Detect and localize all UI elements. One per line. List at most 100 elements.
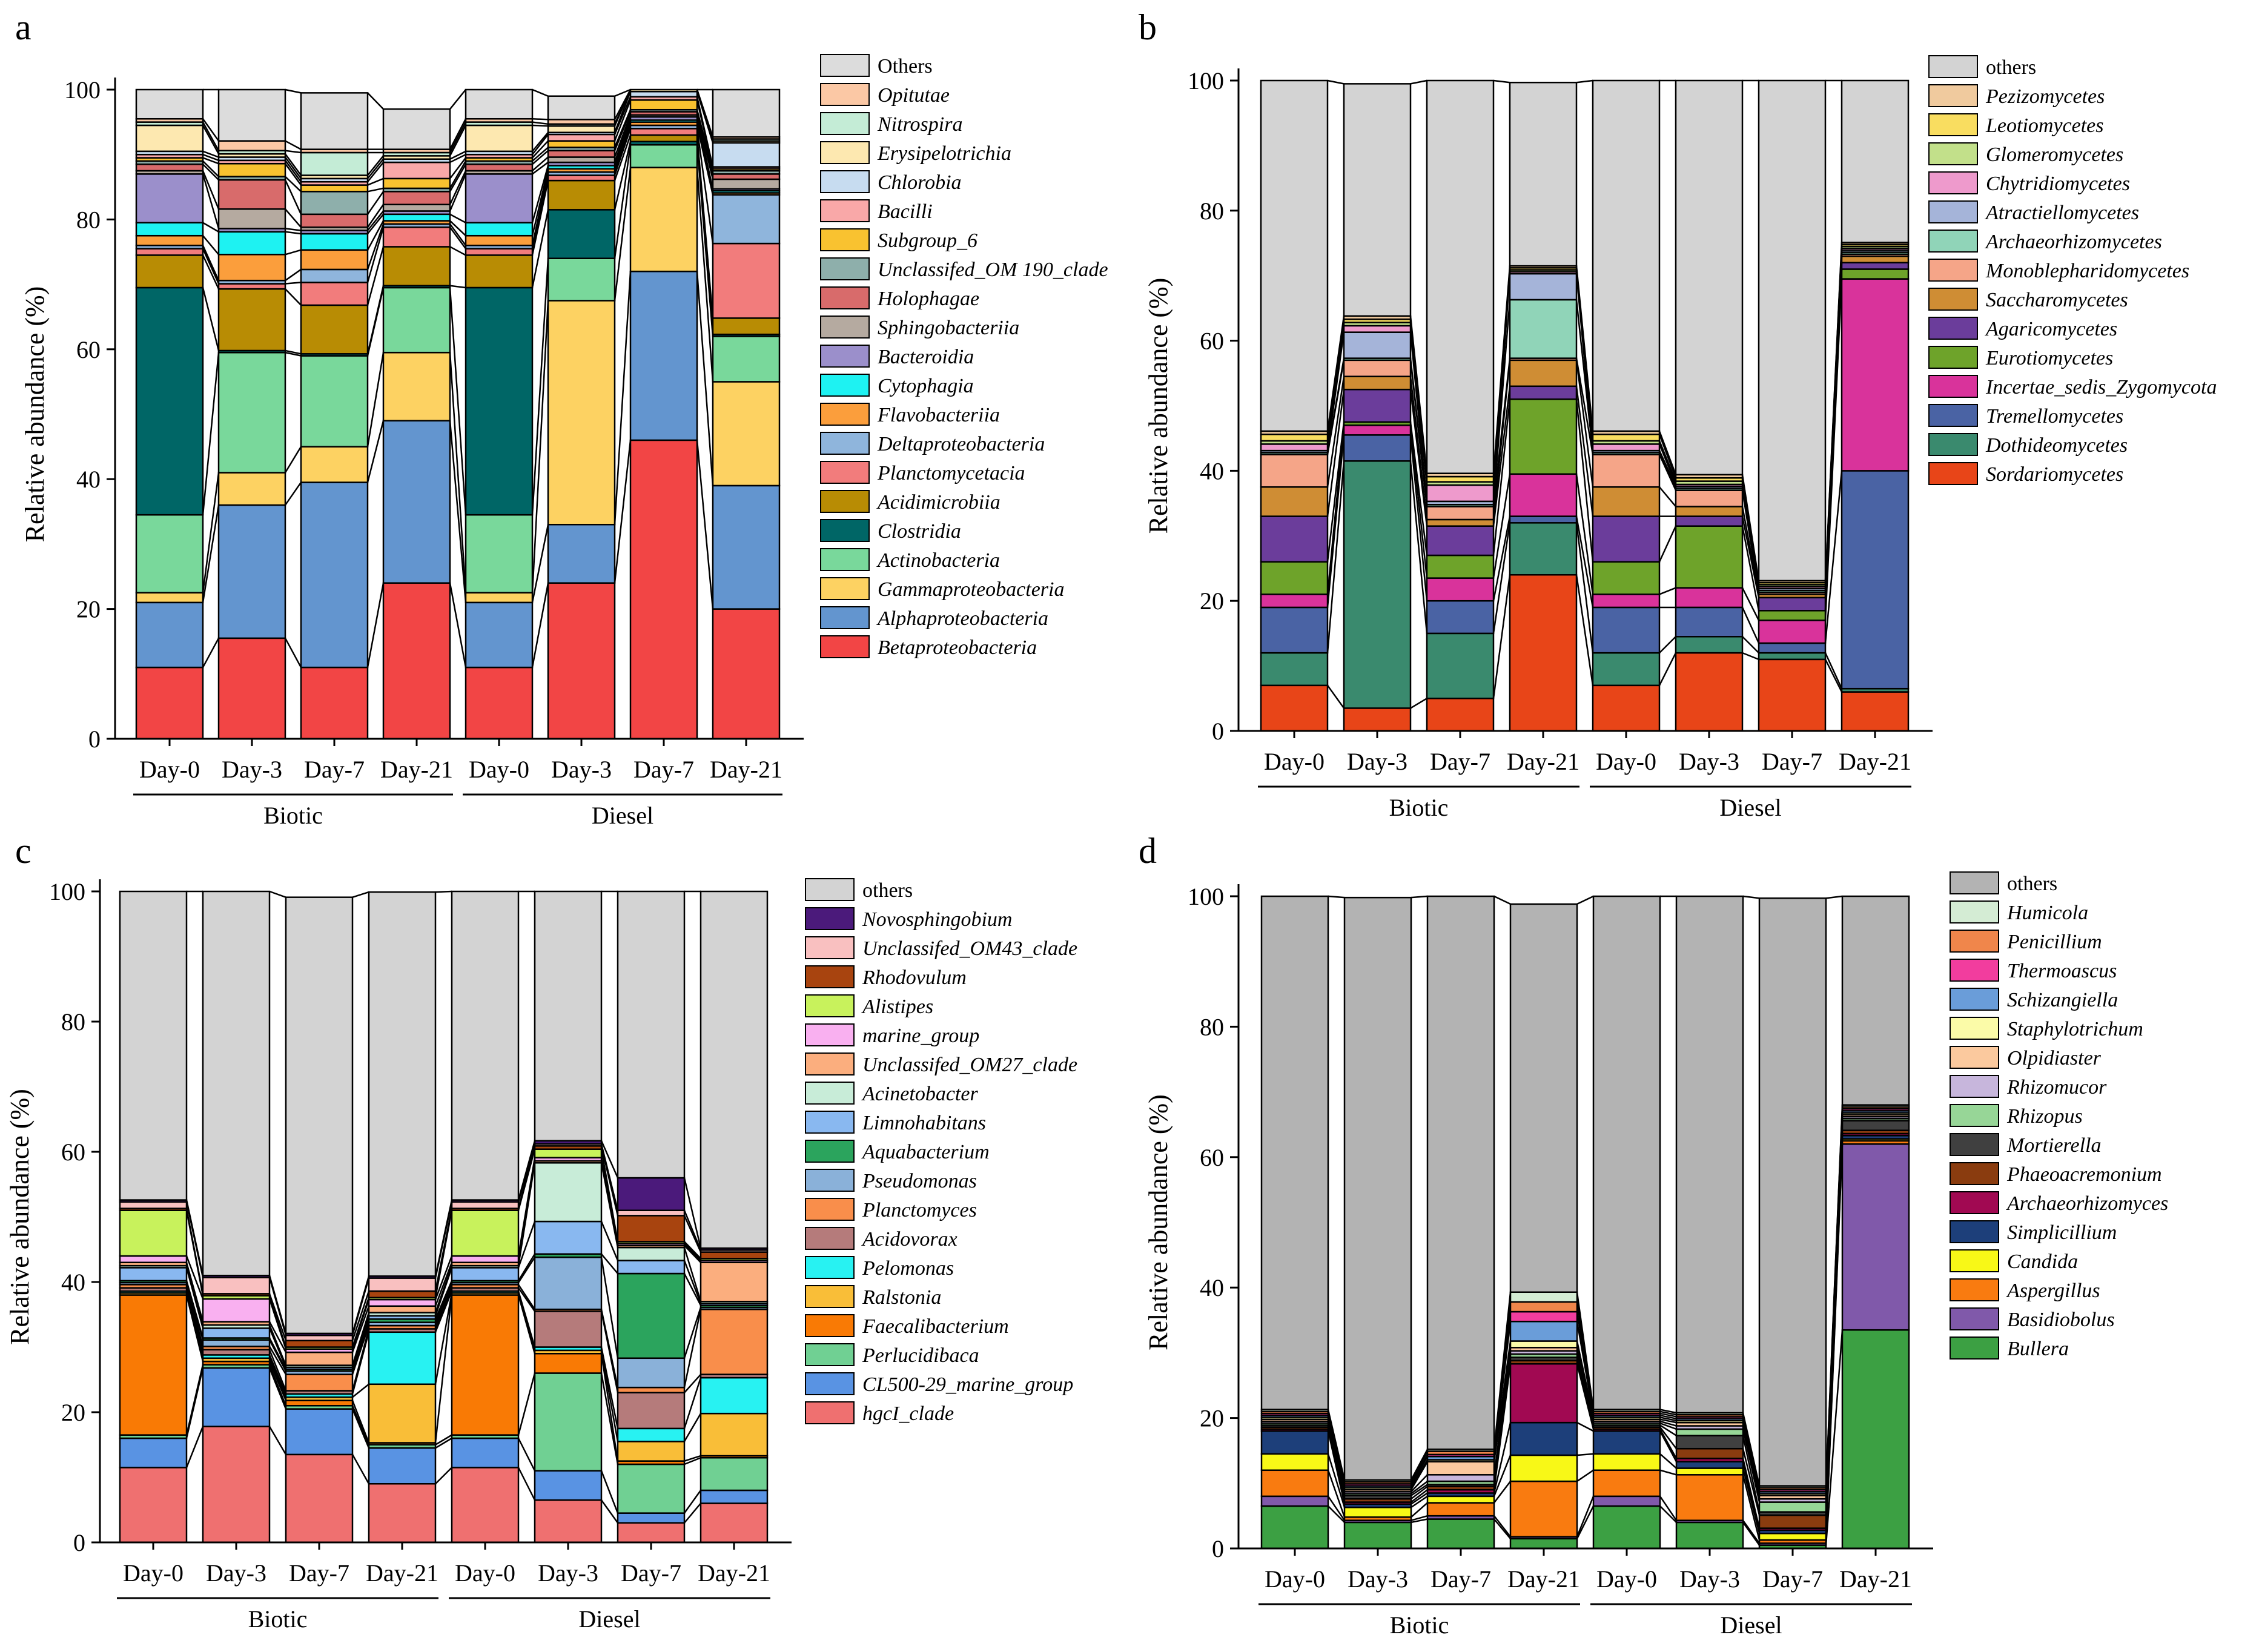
connector-line <box>434 1282 453 1323</box>
legend-swatch <box>805 1285 855 1308</box>
legend-swatch <box>805 1023 855 1046</box>
bar-segment-others-7 <box>617 890 686 1179</box>
connector-line <box>600 1350 619 1442</box>
connector-line <box>285 249 302 256</box>
y-tick-label: 100 <box>1188 67 1224 94</box>
bar-segment-aquabacterium-7 <box>617 1272 686 1360</box>
legend-label: others <box>862 879 913 902</box>
y-tick-label: 100 <box>49 878 85 905</box>
bar-segment-others-5 <box>465 88 534 120</box>
connector-line <box>532 156 549 171</box>
connector-line <box>1576 895 1594 905</box>
bar-segment-pelomonas-4 <box>368 1331 437 1386</box>
connector-lines <box>1326 79 1843 732</box>
legend-item-actinobacteria: Actinobacteria <box>820 548 1000 572</box>
connector-line <box>202 157 219 165</box>
connector-line <box>1409 376 1428 520</box>
y-tick-label: 0 <box>88 725 101 753</box>
panel-letter: a <box>15 7 31 47</box>
legend-swatch <box>820 54 870 77</box>
bar-segment-saccharomycetes-8 <box>1841 255 1910 263</box>
legend-label: Alphaproteobacteria <box>876 607 1048 630</box>
y-tick-label: 60 <box>1200 328 1224 355</box>
series-cytophagia <box>135 119 781 256</box>
connector-line <box>1658 452 1677 489</box>
legend-swatch <box>1928 84 1978 107</box>
series-others <box>135 88 781 150</box>
connector-line <box>351 1290 370 1341</box>
y-tick-label: 40 <box>1200 1274 1224 1301</box>
connector-line <box>268 1364 287 1406</box>
legend-swatch <box>1928 317 1978 340</box>
connector-line <box>284 638 302 668</box>
connector-line <box>1411 895 1428 899</box>
connector-line <box>1658 450 1677 487</box>
bar-segment-dothideomycetes-2 <box>1343 460 1412 709</box>
legend-swatch <box>805 1256 855 1279</box>
x-tick-label: Day-0 <box>139 756 200 783</box>
connector-line <box>696 114 714 180</box>
bar-segment-betaproteobacteria-8 <box>712 608 781 740</box>
legend-item-leotiomycetes: Leotiomycetes <box>1928 113 2104 137</box>
bar-segment-aspergillus-3 <box>1426 1502 1495 1517</box>
legend-swatch <box>820 432 870 455</box>
legend-swatch <box>820 112 870 135</box>
y-axis-label: Relative abundance (%) <box>1143 278 1173 534</box>
x-tick-label: Day-21 <box>1839 1565 1912 1593</box>
legend-item-rhizopus: Rhizopus <box>1950 1104 2083 1128</box>
bar-segment-cl500-29-marine-group-8 <box>700 1489 769 1504</box>
bar-segment-incertae-sedis-zygomycota-6 <box>1675 587 1744 609</box>
legend-label: Bacteroidia <box>878 346 974 368</box>
connector-line <box>202 248 220 285</box>
bar-segment-dothideomycetes-7 <box>1758 652 1827 661</box>
bar-segment-erysipelotrichia-6 <box>547 125 616 134</box>
connector-line <box>351 1332 370 1395</box>
bar-segment-perlucidibaca-6 <box>534 1372 603 1472</box>
connector-line <box>1659 587 1676 595</box>
connector-line <box>600 1221 619 1261</box>
connector-line <box>185 1280 204 1338</box>
panel-letter: b <box>1139 7 1157 47</box>
bar-segment-leotiomycetes-5 <box>1592 434 1661 442</box>
connector-line <box>434 1295 453 1443</box>
connector-line <box>351 1329 370 1391</box>
connector-line <box>614 91 632 133</box>
legend-item-betaproteobacteria: Betaproteobacteria <box>820 635 1037 659</box>
bar-segment-saccharomycetes-2 <box>1343 375 1412 391</box>
connector-line <box>367 92 384 110</box>
connector-line <box>367 158 384 179</box>
y-tick-label: 0 <box>1212 1535 1224 1562</box>
connector-line <box>601 1253 618 1274</box>
bar-segment-archaeorhizomycetes-4 <box>1509 299 1578 359</box>
connector-line <box>531 258 549 515</box>
legend-label: Rhodovulum <box>862 966 967 989</box>
bar-segment-eurotiomycetes-7 <box>1758 610 1827 621</box>
legend-swatch <box>820 374 870 397</box>
legend-swatch <box>1928 230 1978 253</box>
group-label: Diesel <box>1720 1611 1782 1639</box>
connector-line <box>449 89 466 110</box>
legend-label: marine_group <box>862 1025 979 1047</box>
connector-line <box>284 153 302 176</box>
legend-item-others: others <box>805 878 913 902</box>
legend-swatch <box>1950 1075 1999 1098</box>
connector-line <box>1658 443 1677 485</box>
connector-line <box>600 1140 619 1178</box>
bar-segment-monoblepharidomycetes-6 <box>1675 489 1744 507</box>
connector-line <box>696 167 714 382</box>
connector-line <box>366 246 385 306</box>
connector-line <box>202 154 219 162</box>
legend-swatch <box>820 170 870 193</box>
connector-line <box>268 1324 287 1366</box>
bar-segment-others-3 <box>1426 895 1495 1450</box>
bar-segment-clostridia-1 <box>135 286 204 516</box>
bar-segment-hgci-clade-8 <box>700 1502 769 1544</box>
connector-line <box>1492 575 1511 699</box>
legend-swatch <box>820 403 870 426</box>
legend-item-bullera: Bullera <box>1950 1336 2069 1360</box>
connector-line <box>284 446 302 474</box>
connector-line <box>434 1262 453 1307</box>
connector-line <box>517 1290 536 1347</box>
bar-segment-gammaproteobacteria-1 <box>135 592 204 604</box>
legend-item-phaeoacremonium: Phaeoacremonium <box>1950 1162 2162 1186</box>
